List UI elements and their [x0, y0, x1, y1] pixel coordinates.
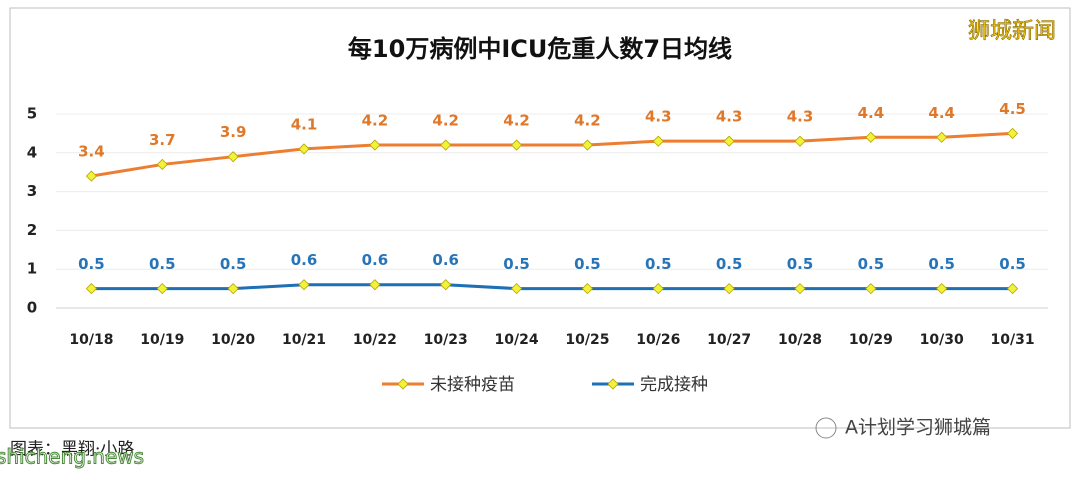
marker: [298, 143, 310, 155]
value-label: 4.3: [787, 108, 814, 126]
value-label: 4.1: [291, 115, 318, 133]
marker: [581, 139, 593, 151]
x-tick-label: 10/28: [778, 332, 822, 348]
marker: [156, 158, 168, 171]
marker: [936, 283, 948, 295]
marker: [440, 279, 452, 291]
value-label: 0.5: [503, 255, 530, 273]
marker: [85, 283, 97, 295]
watermark: 狮城新闻: [968, 19, 1056, 44]
marker: [936, 131, 948, 143]
marker: [369, 279, 381, 291]
value-label: 0.6: [291, 251, 318, 269]
value-label: 0.6: [432, 251, 459, 269]
x-tick-label: 10/23: [424, 332, 468, 348]
x-tick-label: 10/22: [353, 332, 397, 348]
site-watermark: shicheng.news: [0, 445, 144, 469]
series-line: [91, 131, 1013, 178]
marker: [652, 135, 664, 147]
marker: [723, 283, 735, 295]
value-label: 0.5: [858, 255, 885, 273]
x-tick-label: 10/25: [565, 332, 609, 348]
x-tick-label: 10/27: [707, 332, 751, 348]
marker: [298, 279, 310, 291]
value-label: 3.7: [149, 131, 176, 149]
chart-title: 每10万病例中ICU危重人数7日均线: [348, 35, 732, 63]
marker: [511, 139, 523, 151]
marker: [581, 283, 593, 295]
y-tick-label: 4: [27, 143, 37, 161]
value-label: 0.6: [362, 251, 389, 269]
x-tick-label: 10/18: [69, 332, 113, 348]
value-label: 0.5: [78, 255, 105, 273]
x-tick-label: 10/24: [495, 332, 539, 348]
value-label: 0.5: [149, 255, 176, 273]
value-label: 4.4: [858, 104, 885, 122]
marker: [1007, 283, 1019, 295]
caption: 图表：黑翔·小路: [10, 440, 134, 460]
value-label: 4.2: [574, 112, 601, 130]
legend-marker: [397, 378, 409, 390]
series-line: [91, 283, 1013, 291]
x-tick-label: 10/30: [920, 332, 964, 348]
value-label: 0.5: [716, 255, 743, 273]
value-label: 4.5: [999, 100, 1026, 118]
value-label: 4.2: [362, 112, 389, 130]
marker: [794, 135, 806, 147]
marker: [794, 283, 806, 295]
marker: [85, 170, 97, 182]
value-label: 0.5: [999, 255, 1026, 273]
value-label: 4.2: [503, 112, 530, 130]
legend-label: 完成接种: [640, 375, 708, 395]
legend-marker: [607, 378, 619, 390]
y-tick-label: 2: [27, 221, 37, 239]
wechat-icon: [815, 417, 837, 439]
value-label: 4.4: [928, 104, 955, 122]
value-label: 3.9: [220, 123, 247, 141]
value-label: 0.5: [220, 255, 247, 273]
x-tick-label: 10/19: [140, 332, 184, 348]
marker: [440, 139, 452, 151]
marker: [511, 283, 523, 295]
value-label: 3.4: [78, 143, 105, 161]
marker: [865, 131, 877, 143]
value-label: 0.5: [787, 255, 814, 273]
source: A计划学习狮城篇: [845, 417, 991, 439]
chart-frame: [9, 7, 1071, 429]
value-label: 4.2: [432, 112, 459, 130]
marker: [652, 283, 664, 295]
x-tick-label: 10/29: [849, 332, 893, 348]
y-tick-label: 3: [27, 182, 37, 200]
marker: [1007, 127, 1019, 139]
y-tick-label: 1: [27, 260, 37, 278]
y-tick-label: 0: [27, 299, 37, 317]
value-label: 0.5: [645, 255, 672, 273]
x-tick-label: 10/20: [211, 332, 255, 348]
x-tick-label: 10/26: [636, 332, 680, 348]
marker: [865, 283, 877, 295]
value-label: 0.5: [928, 255, 955, 273]
value-label: 4.3: [716, 108, 743, 126]
y-tick-label: 5: [27, 105, 37, 123]
x-tick-label: 10/21: [282, 332, 326, 348]
marker: [227, 151, 239, 163]
marker: [369, 139, 381, 151]
marker: [723, 135, 735, 147]
marker: [156, 283, 168, 295]
x-tick-label: 10/31: [991, 332, 1035, 348]
value-label: 0.5: [574, 255, 601, 273]
value-label: 4.3: [645, 108, 672, 126]
marker: [227, 283, 239, 295]
legend-label: 未接种疫苗: [430, 375, 515, 395]
